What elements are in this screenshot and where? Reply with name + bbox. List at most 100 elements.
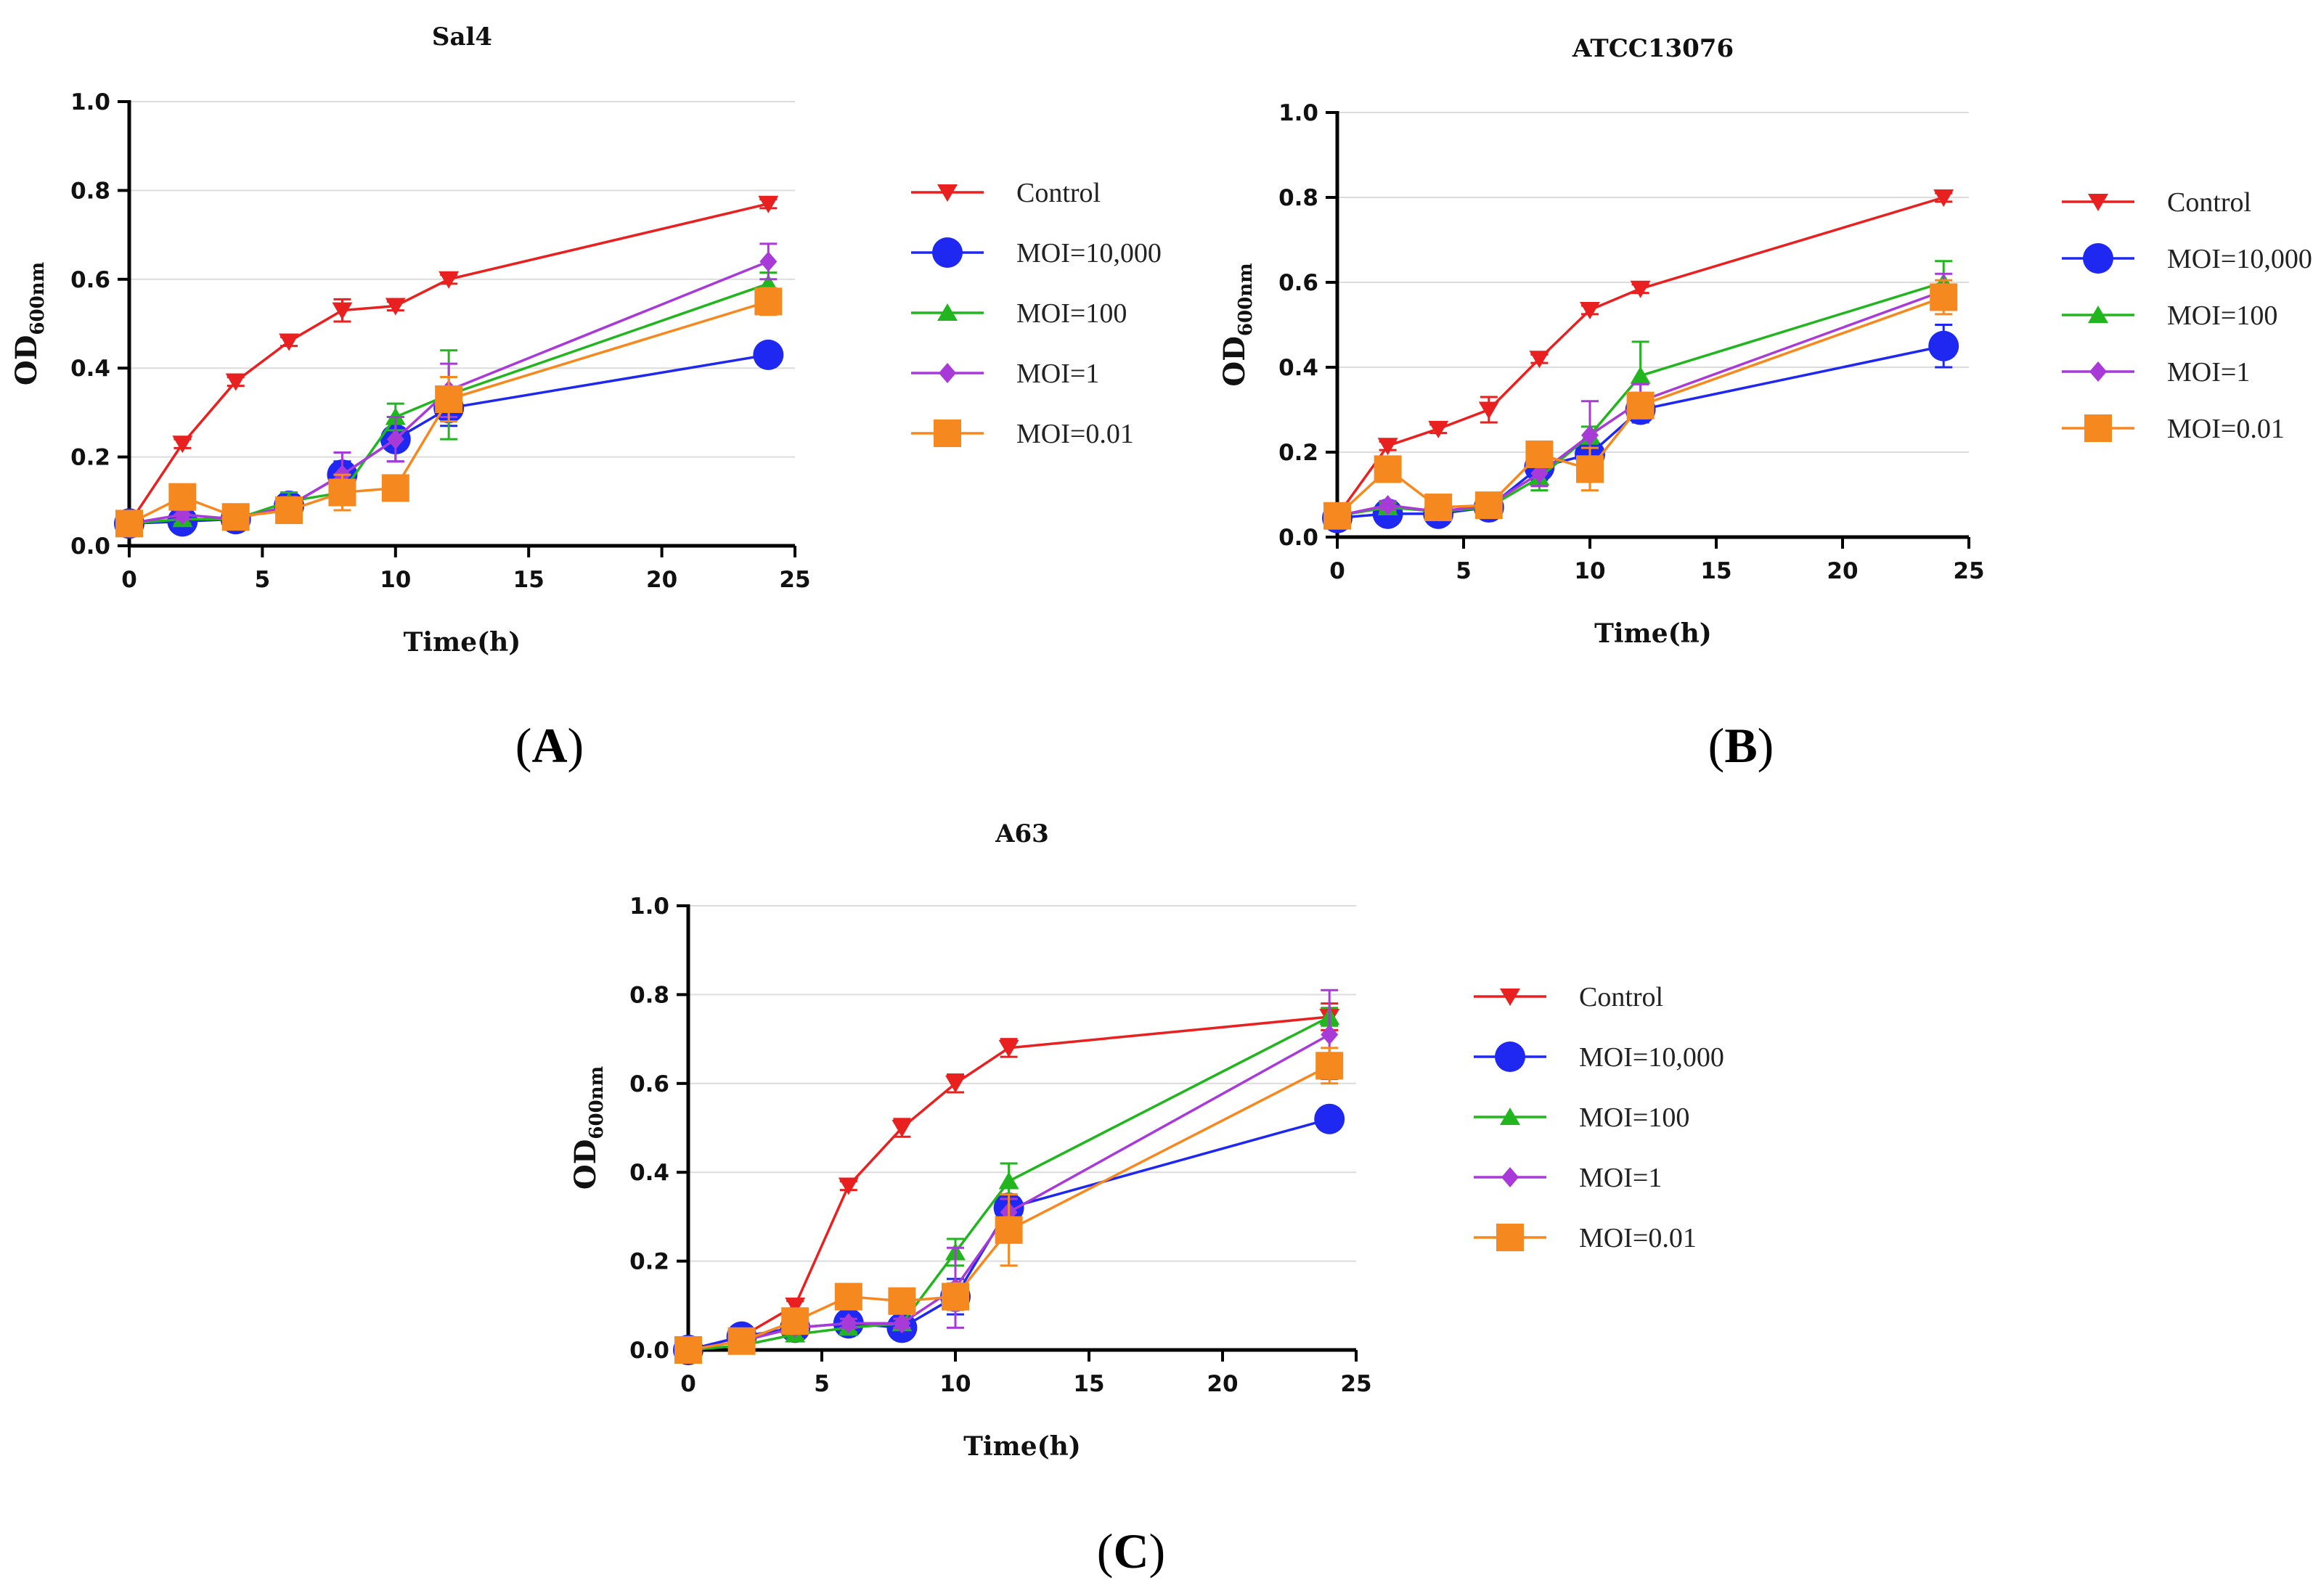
panel-letter: (A)	[515, 718, 584, 773]
y-tick-label: 0.4	[70, 356, 110, 382]
data-point-control	[892, 1120, 913, 1137]
data-point-control	[1580, 302, 1600, 320]
y-tick-label: 1.0	[1278, 100, 1318, 126]
x-tick-label: 20	[646, 567, 677, 593]
data-point-control	[1630, 280, 1651, 298]
legend-label: MOI=10,000	[1016, 238, 1162, 269]
panel-letter-char: B	[1724, 718, 1757, 773]
data-point-moi-0-01	[1626, 391, 1655, 420]
x-tick-label: 15	[1700, 558, 1731, 584]
legend-label: MOI=0.01	[1016, 419, 1134, 449]
data-point-moi-0-01	[381, 474, 409, 502]
legend-marker	[934, 420, 961, 447]
x-axis-label: Time(h)	[963, 1431, 1081, 1462]
legend-item-control: Control	[2062, 187, 2251, 218]
y-tick-label: 0.0	[70, 533, 110, 560]
data-point-moi-0-01	[168, 483, 197, 511]
legend-label: MOI=1	[1579, 1163, 1662, 1193]
data-point-moi-0-01	[221, 503, 250, 531]
x-tick-label: 0	[680, 1371, 696, 1397]
x-axis-label: Time(h)	[404, 627, 521, 658]
series-line-control	[128, 202, 769, 525]
y-tick-label: 0.6	[1278, 270, 1318, 296]
x-tick-label: 15	[513, 567, 544, 593]
legend-label: Control	[2167, 187, 2251, 218]
data-point-moi-0-01	[1525, 440, 1554, 468]
legend-label: MOI=100	[1016, 298, 1127, 329]
data-point-moi-100	[1630, 366, 1651, 384]
chart-atcc13076: ATCC13076 0.0 0.2 0.4 0.6 0.8 1.0 0 5 10 15 20 25 Tim…	[1217, 34, 2312, 773]
panel-letter-paren: )	[1149, 1523, 1166, 1579]
data-point-moi-10-000	[1928, 330, 1959, 361]
x-axis-label: Time(h)	[1594, 618, 1712, 649]
panel-letter-paren: )	[1758, 718, 1774, 773]
legend-label: MOI=0.01	[2167, 414, 2285, 444]
data-point-moi-0-01	[781, 1307, 809, 1335]
legend-marker	[2083, 243, 2113, 274]
legend-marker	[2088, 194, 2108, 211]
x-tick-label: 0	[121, 567, 137, 593]
data-point-moi-0-01	[1424, 494, 1453, 522]
legend-item-moi-10-000: MOI=10,000	[1474, 1042, 1724, 1073]
data-point-control	[758, 195, 779, 213]
data-point-moi-10-000	[753, 339, 784, 370]
data-point-control	[998, 1039, 1019, 1057]
data-point-control	[785, 1297, 806, 1315]
data-point-moi-0-01	[435, 385, 463, 414]
data-point-moi-1	[1321, 1024, 1339, 1045]
x-tick-label: 10	[1574, 558, 1605, 584]
legend-item-moi-100: MOI=100	[1474, 1102, 1689, 1133]
y-tick-label: 0.8	[70, 178, 110, 204]
legend-marker	[2089, 361, 2107, 382]
legend-label: MOI=1	[2167, 357, 2250, 388]
y-tick-label: 0.6	[70, 267, 110, 293]
legend-item-control: Control	[911, 178, 1101, 208]
data-point-moi-0-01	[1930, 283, 1958, 311]
x-tick-label: 25	[1340, 1371, 1371, 1397]
y-tick-label: 0.6	[629, 1071, 669, 1097]
data-point-moi-0-01	[1576, 455, 1604, 483]
y-axis-label-main: OD	[9, 335, 44, 386]
legend-item-moi-100: MOI=100	[2062, 300, 2277, 331]
legend-item-moi-10-000: MOI=10,000	[2062, 243, 2312, 274]
panel-letter: (B)	[1708, 718, 1774, 773]
chart-title: Sal4	[432, 22, 492, 52]
legend-item-moi-10-000: MOI=10,000	[911, 237, 1162, 269]
y-tick-label: 0.2	[1278, 440, 1318, 466]
x-tick-label: 15	[1073, 1371, 1104, 1397]
data-point-moi-0-01	[995, 1216, 1023, 1244]
y-axis-label-subscript: 600nm	[27, 262, 49, 335]
data-point-moi-0-01	[1374, 455, 1402, 483]
data-point-control	[1933, 189, 1954, 207]
panel-letter-paren: (	[515, 718, 532, 773]
legend-marker	[1495, 1042, 1525, 1072]
data-point-moi-10-000	[1314, 1103, 1345, 1134]
data-point-moi-1	[1581, 425, 1599, 446]
y-tick-label: 0.0	[629, 1338, 669, 1364]
panel-letter-char: A	[531, 718, 567, 773]
y-axis-label-subscript: 600nm	[586, 1066, 608, 1139]
data-point-control	[1529, 351, 1550, 369]
series-moi-100	[678, 1007, 1340, 1358]
data-point-moi-0-01	[754, 287, 783, 316]
legend-marker	[939, 363, 956, 383]
data-point-control	[945, 1075, 966, 1093]
x-tick-label: 5	[255, 567, 271, 593]
x-tick-label: 20	[1827, 558, 1858, 584]
data-point-moi-100	[998, 1171, 1019, 1190]
legend-marker	[932, 237, 963, 268]
legend-label: MOI=100	[1579, 1102, 1689, 1133]
x-tick-label: 10	[380, 567, 411, 593]
y-tick-label: 1.0	[629, 893, 669, 920]
legend-item-control: Control	[1474, 982, 1663, 1012]
data-point-control	[225, 373, 246, 391]
data-point-moi-0-01	[115, 510, 143, 538]
x-tick-label: 20	[1207, 1371, 1238, 1397]
x-tick-label: 10	[939, 1371, 971, 1397]
chart-title: A63	[995, 819, 1049, 848]
legend-label: Control	[1579, 982, 1663, 1012]
y-tick-label: 0.2	[629, 1249, 669, 1275]
legend-marker	[1500, 1108, 1520, 1125]
legend-label: MOI=10,000	[1579, 1042, 1724, 1073]
